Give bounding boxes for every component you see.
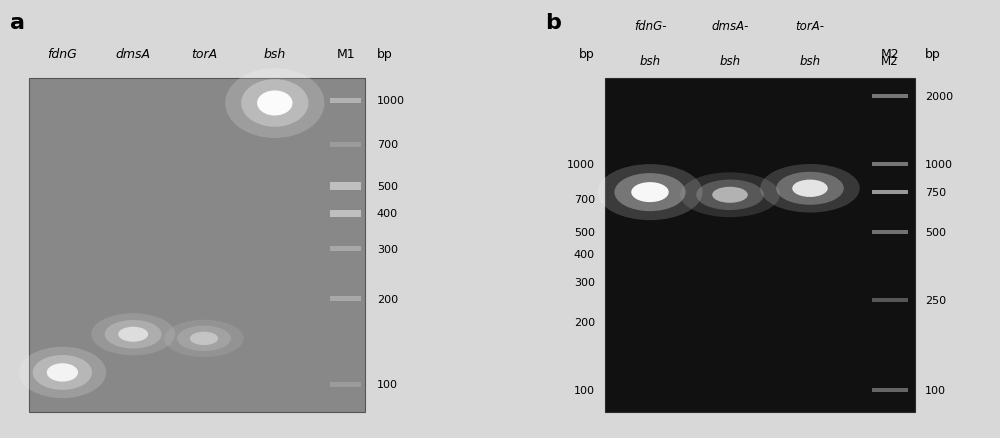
Ellipse shape <box>118 327 148 342</box>
Ellipse shape <box>696 180 764 211</box>
Text: 300: 300 <box>574 277 595 287</box>
Text: 1000: 1000 <box>925 159 953 170</box>
Bar <box>29 79 365 412</box>
Bar <box>330 247 361 251</box>
Ellipse shape <box>598 165 702 221</box>
Ellipse shape <box>33 355 92 390</box>
Bar <box>330 143 361 148</box>
Bar <box>605 79 915 412</box>
Text: bp: bp <box>377 48 393 61</box>
Bar <box>872 162 908 167</box>
Ellipse shape <box>241 80 308 127</box>
Text: M2: M2 <box>881 55 899 68</box>
Text: 100: 100 <box>925 385 946 395</box>
Text: 300: 300 <box>377 244 398 254</box>
Text: torA: torA <box>191 48 217 61</box>
Text: 100: 100 <box>574 385 595 395</box>
Bar <box>330 183 361 190</box>
Text: a: a <box>10 13 25 33</box>
Text: bp: bp <box>925 48 941 61</box>
Bar <box>872 230 908 234</box>
Ellipse shape <box>177 326 231 351</box>
Text: torA-: torA- <box>796 20 824 33</box>
Bar <box>330 382 361 387</box>
Bar <box>872 298 908 302</box>
Text: bsh: bsh <box>719 55 741 68</box>
Text: 200: 200 <box>377 294 398 304</box>
Ellipse shape <box>91 314 175 355</box>
Ellipse shape <box>776 173 844 205</box>
Ellipse shape <box>760 165 860 213</box>
Bar <box>330 210 361 218</box>
Bar <box>330 297 361 301</box>
Ellipse shape <box>47 364 78 382</box>
Text: 400: 400 <box>377 209 398 219</box>
Ellipse shape <box>712 187 748 203</box>
Text: bsh: bsh <box>264 48 286 61</box>
Text: fdnG-: fdnG- <box>634 20 666 33</box>
Ellipse shape <box>19 347 106 398</box>
Ellipse shape <box>225 69 324 139</box>
Text: M1: M1 <box>336 48 355 61</box>
Bar <box>872 388 908 392</box>
Ellipse shape <box>614 174 686 212</box>
Ellipse shape <box>631 183 669 203</box>
Text: 750: 750 <box>925 188 946 198</box>
Text: M2: M2 <box>881 48 899 61</box>
Text: 250: 250 <box>925 295 946 305</box>
Ellipse shape <box>680 173 780 218</box>
Bar <box>872 191 908 195</box>
Text: 500: 500 <box>377 181 398 191</box>
Text: bsh: bsh <box>799 55 821 68</box>
Text: bp: bp <box>579 48 595 61</box>
Bar <box>872 95 908 99</box>
Text: 1000: 1000 <box>567 159 595 170</box>
Text: fdnG: fdnG <box>48 48 77 61</box>
Text: 700: 700 <box>377 140 398 150</box>
Ellipse shape <box>190 332 218 345</box>
Text: 100: 100 <box>377 379 398 389</box>
Ellipse shape <box>792 180 828 198</box>
Text: bsh: bsh <box>639 55 661 68</box>
Ellipse shape <box>164 320 244 357</box>
Text: 500: 500 <box>574 227 595 237</box>
Text: 700: 700 <box>574 194 595 205</box>
Text: b: b <box>545 13 561 33</box>
Bar <box>330 99 361 103</box>
Text: 400: 400 <box>574 249 595 259</box>
Text: 2000: 2000 <box>925 92 953 102</box>
Text: 1000: 1000 <box>377 96 405 106</box>
Text: dmsA-: dmsA- <box>711 20 749 33</box>
Text: dmsA: dmsA <box>116 48 151 61</box>
Text: 500: 500 <box>925 227 946 237</box>
Text: 200: 200 <box>574 317 595 327</box>
Ellipse shape <box>105 320 162 349</box>
Ellipse shape <box>257 91 293 116</box>
